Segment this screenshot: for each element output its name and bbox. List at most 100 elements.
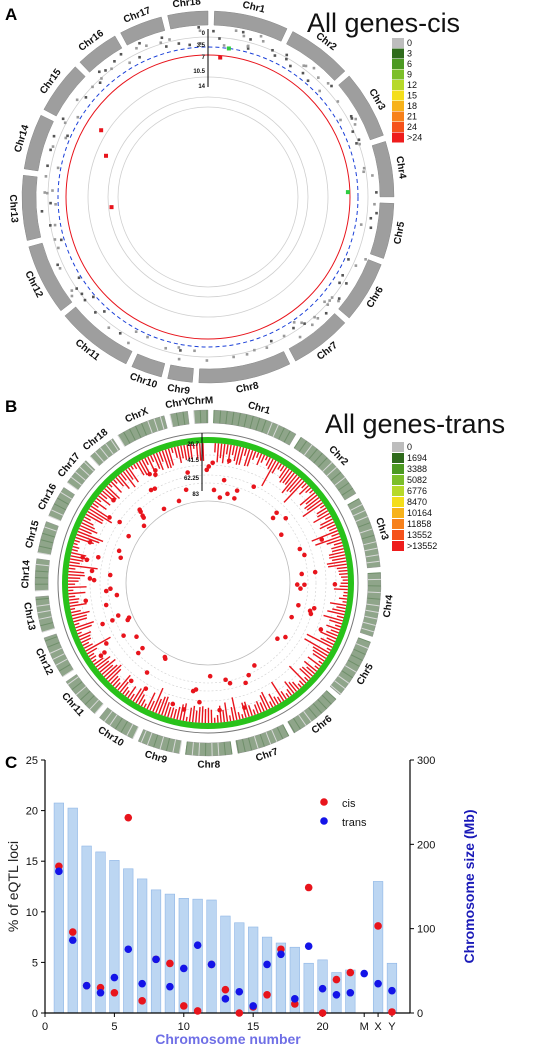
ideogram-band [99,447,109,459]
trans-point [221,477,227,483]
trans-bar [68,567,76,570]
trans-point [137,507,142,512]
trans-point [211,487,217,493]
trans-point [252,663,257,668]
trans-point [234,488,240,493]
trans-bar [177,446,183,464]
trans-point [283,515,289,521]
ideogram-band [283,430,291,443]
ideogram-band [364,547,378,552]
trans-bar [179,704,184,721]
trans-bar [254,704,259,714]
point-trans [124,945,133,954]
snp-point [43,191,47,194]
ideogram-chr3 [347,498,381,569]
point-trans [221,995,230,1003]
snp-point [317,76,320,79]
trans-bar [130,465,134,470]
trans-bar [256,453,263,466]
snp-point [53,238,57,241]
snp-point [113,59,116,63]
trans-bar [70,607,76,611]
trans-point [116,548,122,554]
ideogram-band [49,647,63,654]
trans-bar [107,668,122,682]
y-tick-label: 25 [26,755,38,767]
ideogram-band [105,443,114,455]
size-bar [178,898,189,1014]
ideogram-band [67,676,79,685]
trans-point [307,608,313,614]
ideogram-band [359,528,373,534]
trans-bar [108,483,113,488]
trans-bar [138,460,148,476]
trans-bar [315,535,341,546]
snp-point [362,170,365,174]
ideogram-band [298,440,308,452]
trans-bar [110,481,123,493]
ideogram-band [35,563,49,567]
trans-bar [195,710,198,723]
trans-bar [330,629,340,634]
trans-bar [81,522,96,530]
point-trans [360,969,369,978]
ideogram-band [35,597,49,601]
trans-point [251,484,257,489]
legend-label: 8470 [407,497,427,507]
trans-point [115,613,121,618]
ideogram-chry [169,410,190,428]
snp-point [197,26,200,29]
trans-point [80,555,85,560]
trans-bar [158,451,164,462]
trans-bar [303,660,318,672]
ideogram-band [48,515,61,522]
snp-point [119,52,123,56]
ideogram-band [199,410,202,424]
trans-bar [301,482,307,489]
ideogram-band [341,487,354,496]
legend-marker-trans [320,817,328,825]
trans-bar [307,656,321,667]
trans-bar [127,467,139,483]
trans-bar [231,697,238,721]
chromosome-label: Chr8 [235,380,260,395]
trans-bar [333,588,348,591]
snp-point [198,42,202,45]
trans-point [217,707,222,713]
ideogram-band [308,448,318,460]
significant-point [99,128,104,133]
legend-swatch [392,48,404,59]
point-trans [110,973,119,982]
snp-point [110,67,113,71]
significant-point [345,190,350,195]
trans-bar [237,711,241,720]
ideogram-band [353,648,366,656]
ideogram-band [80,690,91,701]
ideogram-band [350,654,363,662]
trans-bar [191,705,196,723]
chromosome-label: ChrY [165,396,191,411]
ideogram-band [365,554,379,558]
snp-point [375,191,378,194]
snp-point [337,297,341,300]
ideogram-band [153,418,159,432]
trans-bar [306,633,333,649]
trans-bar [233,445,239,462]
point-cis [68,928,77,936]
chromosome-label: Chr13 [7,194,20,223]
point-cis [374,922,382,930]
trans-bar [176,706,181,720]
snp-point [159,41,163,45]
trans-point [103,588,109,594]
trans-bar [326,560,347,565]
snp-point [324,311,328,315]
ideogram-band [71,681,83,691]
snp-point [289,64,292,68]
legend-label: 13552 [407,530,432,540]
ideogram-band [94,703,104,715]
snp-point [118,331,122,335]
trans-bar [146,692,156,710]
trans-bar [149,455,155,463]
trans-bar [68,591,86,595]
trans-bar [164,701,170,717]
